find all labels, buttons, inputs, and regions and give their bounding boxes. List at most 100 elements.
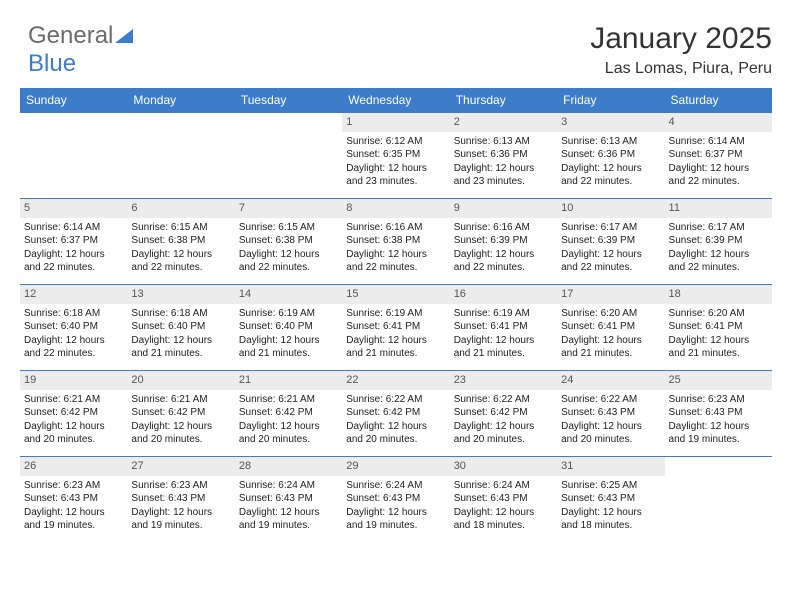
calendar-day-cell: 25 Sunrise: 6:23 AMSunset: 6:43 PMDayligh… (665, 371, 772, 457)
day-number: 7 (235, 199, 342, 218)
day-number: 6 (127, 199, 234, 218)
weekday-header: Friday (557, 88, 664, 113)
day-number: 22 (342, 371, 449, 390)
calendar-day-cell: 12Sunrise: 6:18 AMSunset: 6:40 PMDayligh… (20, 285, 127, 371)
calendar-day-cell: 5 Sunrise: 6:14 AMSunset: 6:37 PMDaylight… (20, 199, 127, 285)
day-details: Sunrise: 6:17 AMSunset: 6:39 PMDaylight:… (561, 221, 660, 275)
calendar-day-cell: 6 Sunrise: 6:15 AMSunset: 6:38 PMDaylight… (127, 199, 234, 285)
day-details: Sunrise: 6:23 AMSunset: 6:43 PMDaylight:… (669, 393, 768, 447)
day-number: 2 (450, 113, 557, 132)
calendar-week-row: 1Sunrise: 6:12 AMSunset: 6:35 PMDaylight… (20, 113, 772, 199)
day-number: 30 (450, 457, 557, 476)
day-details: Sunrise: 6:25 AMSunset: 6:43 PMDaylight:… (561, 479, 660, 533)
calendar-day-cell: 22 Sunrise: 6:22 AMSunset: 6:42 PMDayligh… (342, 371, 449, 457)
calendar-day-cell: 28 Sunrise: 6:24 AMSunset: 6:43 PMDayligh… (235, 457, 342, 543)
day-number: 13 (127, 285, 234, 304)
day-details: Sunrise: 6:16 AMSunset: 6:39 PMDaylight:… (454, 221, 553, 275)
logo-sail-icon (115, 27, 135, 45)
calendar-day-cell: 14 Sunrise: 6:19 AMSunset: 6:40 PMDayligh… (235, 285, 342, 371)
calendar-day-cell: 29 Sunrise: 6:24 AMSunset: 6:43 PMDayligh… (342, 457, 449, 543)
logo-text-1: General (28, 22, 113, 49)
day-number: 3 (557, 113, 664, 132)
calendar-day-cell: 15Sunrise: 6:19 AMSunset: 6:41 PMDayligh… (342, 285, 449, 371)
calendar-week-row: 19Sunrise: 6:21 AMSunset: 6:42 PMDayligh… (20, 371, 772, 457)
calendar-table: Sunday Monday Tuesday Wednesday Thursday… (20, 88, 772, 543)
calendar-day-cell: 31 Sunrise: 6:25 AMSunset: 6:43 PMDayligh… (557, 457, 664, 543)
day-number: 14 (235, 285, 342, 304)
day-number: 9 (450, 199, 557, 218)
day-details: Sunrise: 6:16 AMSunset: 6:38 PMDaylight:… (346, 221, 445, 275)
calendar-day-cell: 18 Sunrise: 6:20 AMSunset: 6:41 PMDayligh… (665, 285, 772, 371)
calendar-day-cell: 11 Sunrise: 6:17 AMSunset: 6:39 PMDayligh… (665, 199, 772, 285)
calendar-day-cell: 10 Sunrise: 6:17 AMSunset: 6:39 PMDayligh… (557, 199, 664, 285)
day-number: 23 (450, 371, 557, 390)
day-details: Sunrise: 6:24 AMSunset: 6:43 PMDaylight:… (454, 479, 553, 533)
day-number: 26 (20, 457, 127, 476)
calendar-day-cell: 2Sunrise: 6:13 AMSunset: 6:36 PMDaylight… (450, 113, 557, 199)
weekday-header: Monday (127, 88, 234, 113)
weekday-header: Thursday (450, 88, 557, 113)
calendar-week-row: 5 Sunrise: 6:14 AMSunset: 6:37 PMDaylight… (20, 199, 772, 285)
day-details: Sunrise: 6:19 AMSunset: 6:40 PMDaylight:… (239, 307, 338, 361)
calendar-day-cell: 26 Sunrise: 6:23 AMSunset: 6:43 PMDayligh… (20, 457, 127, 543)
calendar-day-cell: 13 Sunrise: 6:18 AMSunset: 6:40 PMDayligh… (127, 285, 234, 371)
day-number: 18 (665, 285, 772, 304)
day-details: Sunrise: 6:20 AMSunset: 6:41 PMDaylight:… (669, 307, 768, 361)
weekday-header: Sunday (20, 88, 127, 113)
day-number: 5 (20, 199, 127, 218)
day-details: Sunrise: 6:22 AMSunset: 6:43 PMDaylight:… (561, 393, 660, 447)
calendar-day-cell: 30 Sunrise: 6:24 AMSunset: 6:43 PMDayligh… (450, 457, 557, 543)
calendar-day-cell: 20 Sunrise: 6:21 AMSunset: 6:42 PMDayligh… (127, 371, 234, 457)
day-number: 1 (342, 113, 449, 132)
calendar-day-cell: 3Sunrise: 6:13 AMSunset: 6:36 PMDaylight… (557, 113, 664, 199)
day-number: 28 (235, 457, 342, 476)
calendar-day-cell: 17 Sunrise: 6:20 AMSunset: 6:41 PMDayligh… (557, 285, 664, 371)
day-number: 29 (342, 457, 449, 476)
calendar-day-cell (20, 113, 127, 199)
day-details: Sunrise: 6:18 AMSunset: 6:40 PMDaylight:… (131, 307, 230, 361)
calendar-day-cell: 9 Sunrise: 6:16 AMSunset: 6:39 PMDaylight… (450, 199, 557, 285)
weekday-header: Saturday (665, 88, 772, 113)
calendar-day-cell: 7 Sunrise: 6:15 AMSunset: 6:38 PMDaylight… (235, 199, 342, 285)
day-details: Sunrise: 6:21 AMSunset: 6:42 PMDaylight:… (24, 393, 123, 447)
day-number: 17 (557, 285, 664, 304)
day-details: Sunrise: 6:15 AMSunset: 6:38 PMDaylight:… (239, 221, 338, 275)
day-details: Sunrise: 6:19 AMSunset: 6:41 PMDaylight:… (346, 307, 445, 361)
calendar-day-cell: 21 Sunrise: 6:21 AMSunset: 6:42 PMDayligh… (235, 371, 342, 457)
calendar-day-cell: 19Sunrise: 6:21 AMSunset: 6:42 PMDayligh… (20, 371, 127, 457)
weekday-header: Wednesday (342, 88, 449, 113)
day-number: 27 (127, 457, 234, 476)
day-details: Sunrise: 6:20 AMSunset: 6:41 PMDaylight:… (561, 307, 660, 361)
day-details: Sunrise: 6:22 AMSunset: 6:42 PMDaylight:… (346, 393, 445, 447)
day-details: Sunrise: 6:24 AMSunset: 6:43 PMDaylight:… (346, 479, 445, 533)
day-details: Sunrise: 6:15 AMSunset: 6:38 PMDaylight:… (131, 221, 230, 275)
logo-text-2: Blue (28, 50, 76, 77)
weekday-header: Tuesday (235, 88, 342, 113)
calendar-day-cell (127, 113, 234, 199)
day-details: Sunrise: 6:21 AMSunset: 6:42 PMDaylight:… (239, 393, 338, 447)
day-number: 20 (127, 371, 234, 390)
day-number: 11 (665, 199, 772, 218)
calendar-day-cell: 24Sunrise: 6:22 AMSunset: 6:43 PMDayligh… (557, 371, 664, 457)
weekday-header-row: Sunday Monday Tuesday Wednesday Thursday… (20, 88, 772, 113)
day-number: 12 (20, 285, 127, 304)
day-details: Sunrise: 6:24 AMSunset: 6:43 PMDaylight:… (239, 479, 338, 533)
day-number: 21 (235, 371, 342, 390)
calendar-day-cell: 23 Sunrise: 6:22 AMSunset: 6:42 PMDayligh… (450, 371, 557, 457)
day-details: Sunrise: 6:23 AMSunset: 6:43 PMDaylight:… (24, 479, 123, 533)
day-details: Sunrise: 6:14 AMSunset: 6:37 PMDaylight:… (24, 221, 123, 275)
day-details: Sunrise: 6:21 AMSunset: 6:42 PMDaylight:… (131, 393, 230, 447)
calendar-day-cell: 27 Sunrise: 6:23 AMSunset: 6:43 PMDayligh… (127, 457, 234, 543)
day-number: 4 (665, 113, 772, 132)
day-details: Sunrise: 6:17 AMSunset: 6:39 PMDaylight:… (669, 221, 768, 275)
day-details: Sunrise: 6:23 AMSunset: 6:43 PMDaylight:… (131, 479, 230, 533)
day-details: Sunrise: 6:22 AMSunset: 6:42 PMDaylight:… (454, 393, 553, 447)
calendar-day-cell: 4Sunrise: 6:14 AMSunset: 6:37 PMDaylight… (665, 113, 772, 199)
day-number: 25 (665, 371, 772, 390)
day-number: 31 (557, 457, 664, 476)
calendar-day-cell: 1Sunrise: 6:12 AMSunset: 6:35 PMDaylight… (342, 113, 449, 199)
calendar-day-cell (665, 457, 772, 543)
day-number: 10 (557, 199, 664, 218)
logo: General Blue (28, 22, 135, 78)
calendar-week-row: 26Sunrise: 6:23 AMSunset: 6:43 PMDayligh… (20, 457, 772, 543)
